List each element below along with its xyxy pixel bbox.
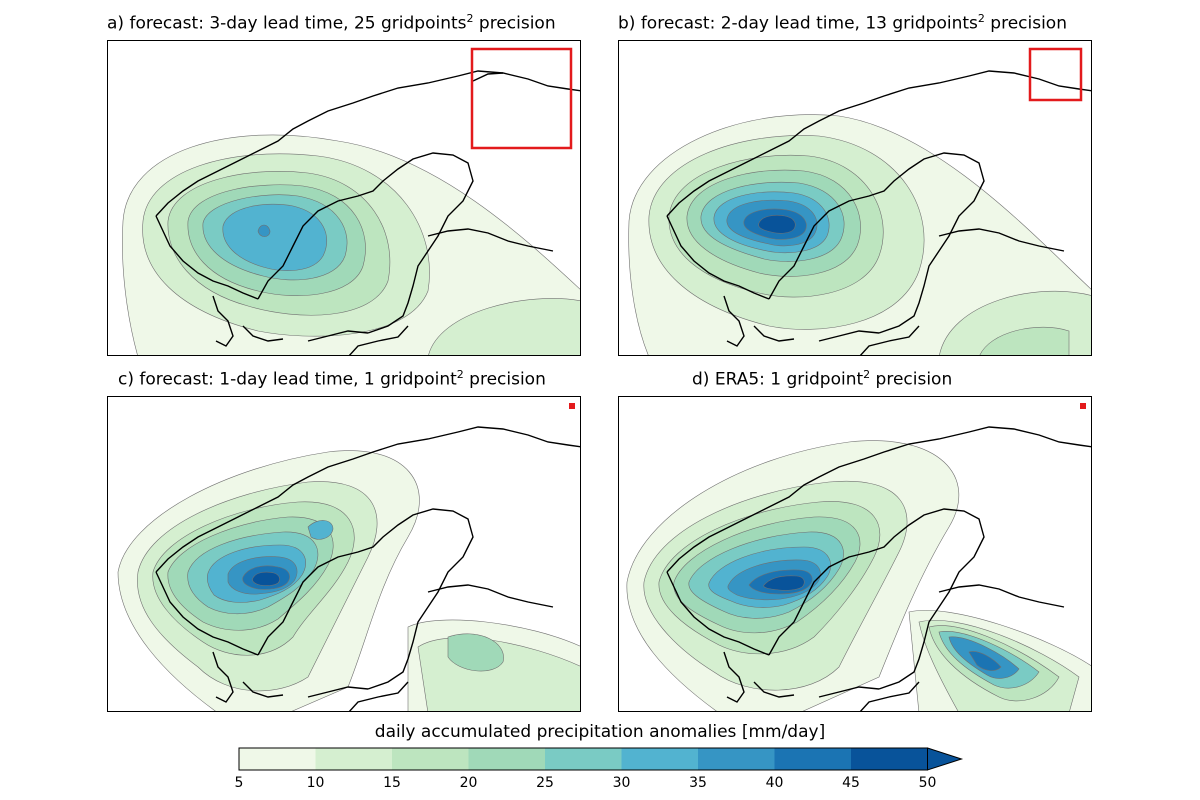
panel-a-title: a) forecast: 3-day lead time, 25 gridpoi… xyxy=(107,12,556,34)
region-box-d xyxy=(1080,403,1086,409)
colorbar-tick-label: 10 xyxy=(306,775,325,791)
colorbar-outline xyxy=(238,747,928,771)
colorbar-segment xyxy=(774,748,851,770)
panel-d-title-end: precision xyxy=(870,369,953,390)
colorbar-tick-label: 45 xyxy=(842,775,860,791)
panel-c-title-sup: 2 xyxy=(456,368,464,381)
colorbar-segment xyxy=(545,748,622,770)
colorbar-tick-label: 50 xyxy=(918,775,937,791)
colorbar-segment xyxy=(315,748,392,770)
map-panel-c xyxy=(107,396,581,712)
map-panel-b xyxy=(618,40,1092,356)
panel-a-title-end: precision xyxy=(473,13,556,34)
colorbar-tick-label: 40 xyxy=(765,775,784,791)
panel-b-title: b) forecast: 2-day lead time, 13 gridpoi… xyxy=(618,12,1067,34)
panel-d-title-sup: 2 xyxy=(863,368,871,381)
region-box-b xyxy=(1028,47,1083,102)
panel-c-title: c) forecast: 1-day lead time, 1 gridpoin… xyxy=(118,368,546,390)
colorbar-tick-label: 15 xyxy=(383,775,401,791)
map-panel-a xyxy=(107,40,581,356)
colorbar-tick-label: 5 xyxy=(234,775,244,791)
colorbar xyxy=(238,747,964,771)
region-box-c xyxy=(569,403,575,409)
panel-a-title-sup: 2 xyxy=(466,12,474,25)
panel-b-title-main: b) forecast: 2-day lead time, 13 gridpoi… xyxy=(618,13,978,34)
panel-c-title-end: precision xyxy=(463,369,546,390)
colorbar-segment xyxy=(851,748,928,770)
panel-b-title-sup: 2 xyxy=(977,12,985,25)
colorbar-segment xyxy=(698,748,775,770)
colorbar-segment xyxy=(392,748,469,770)
colorbar-tick-label: 20 xyxy=(459,775,478,791)
colorbar-label: daily accumulated precipitation anomalie… xyxy=(374,722,826,742)
panel-c-title-main: c) forecast: 1-day lead time, 1 gridpoin… xyxy=(118,369,457,390)
colorbar-tick-label: 35 xyxy=(689,775,707,791)
region-box-a xyxy=(470,47,573,150)
colorbar-segment xyxy=(239,748,316,770)
panel-b-title-end: precision xyxy=(984,13,1067,34)
colorbar-extend-arrow xyxy=(927,747,964,771)
colorbar-tick-label: 25 xyxy=(536,775,554,791)
map-panel-d xyxy=(618,396,1092,712)
colorbar-tick-label: 30 xyxy=(612,775,631,791)
panel-d-title: d) ERA5: 1 gridpoint2 precision xyxy=(692,368,952,390)
panel-d-title-main: d) ERA5: 1 gridpoint xyxy=(692,369,864,390)
colorbar-segment xyxy=(621,748,698,770)
panel-a-title-main: a) forecast: 3-day lead time, 25 gridpoi… xyxy=(107,13,467,34)
colorbar-segment xyxy=(468,748,545,770)
